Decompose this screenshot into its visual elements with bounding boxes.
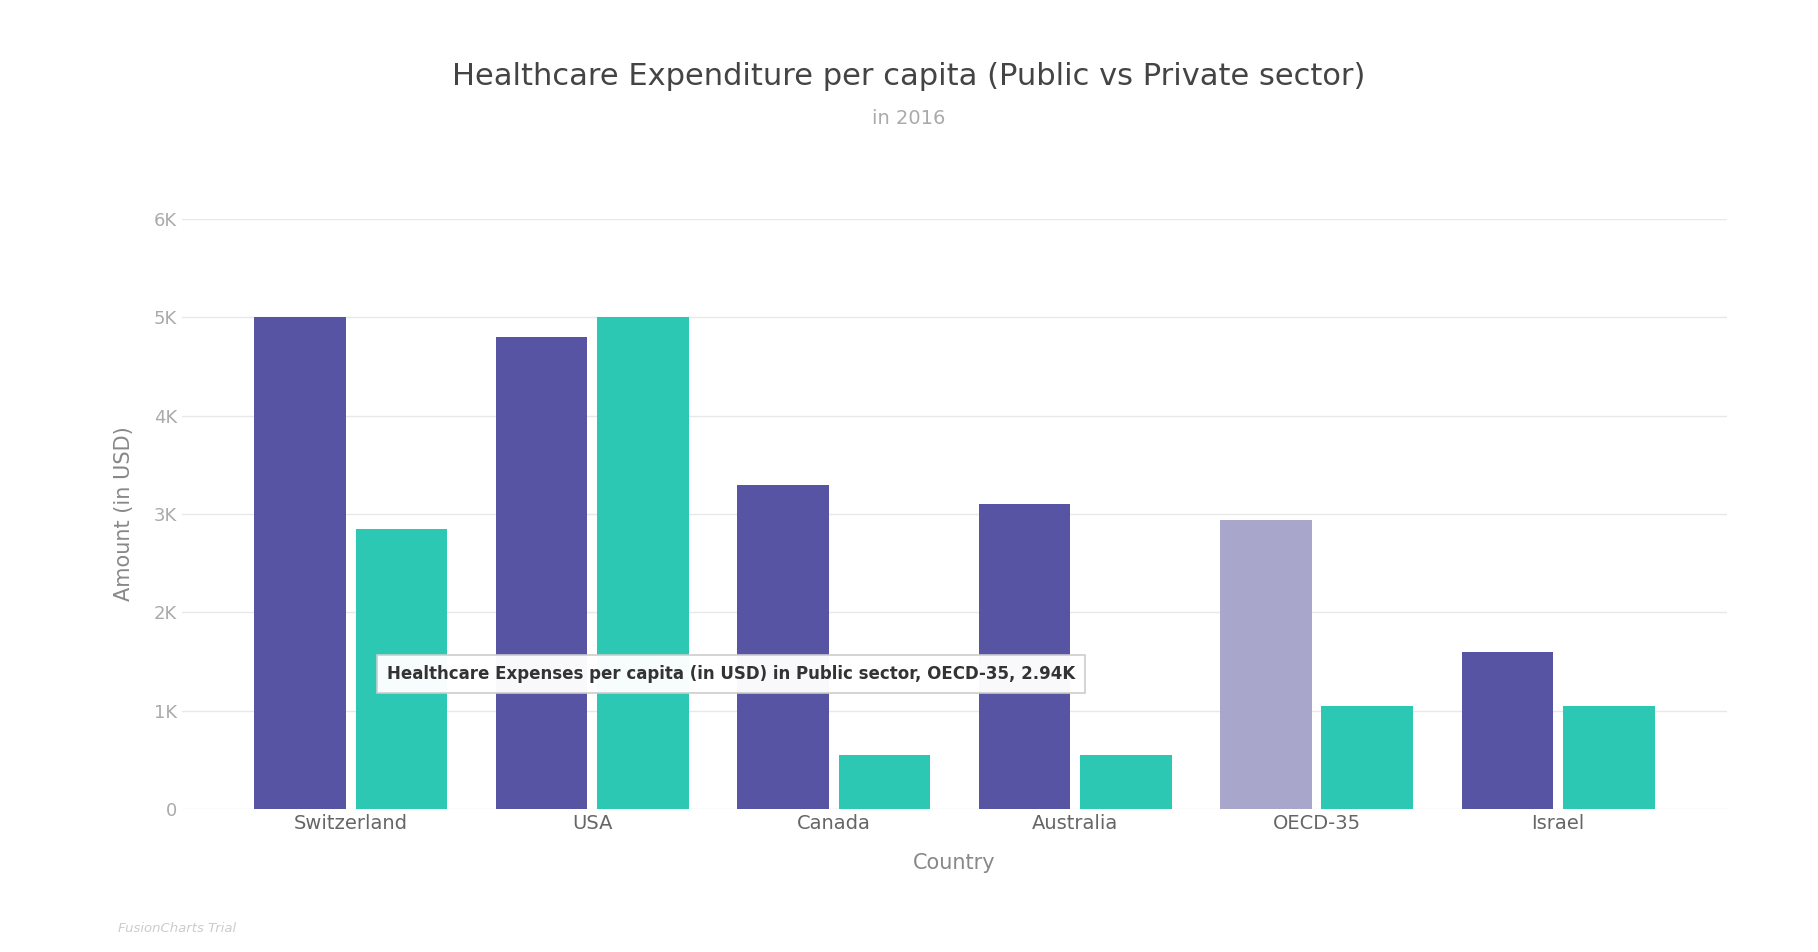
- Y-axis label: Amount (in USD): Amount (in USD): [115, 426, 135, 602]
- Bar: [496, 337, 587, 809]
- Text: FusionCharts Trial: FusionCharts Trial: [118, 922, 236, 935]
- Bar: [736, 485, 829, 809]
- Bar: [1080, 755, 1173, 809]
- Bar: [978, 505, 1071, 809]
- Bar: [1462, 652, 1553, 809]
- Legend: Healthcare Expenses per capita (in USD) in Public sector, Healthcare Expenses pe: Healthcare Expenses per capita (in USD) …: [627, 949, 1282, 952]
- Bar: [356, 529, 447, 809]
- Text: Healthcare Expenses per capita (in USD) in Public sector, OECD-35, 2.94K: Healthcare Expenses per capita (in USD) …: [387, 665, 1074, 684]
- Bar: [1220, 520, 1313, 809]
- Text: in 2016: in 2016: [873, 109, 945, 129]
- Text: Healthcare Expenditure per capita (Public vs Private sector): Healthcare Expenditure per capita (Publi…: [453, 62, 1365, 90]
- Bar: [255, 317, 345, 809]
- Bar: [838, 755, 931, 809]
- Bar: [1563, 706, 1654, 809]
- Bar: [1322, 706, 1413, 809]
- Bar: [596, 317, 689, 809]
- X-axis label: Country: Country: [913, 852, 996, 872]
